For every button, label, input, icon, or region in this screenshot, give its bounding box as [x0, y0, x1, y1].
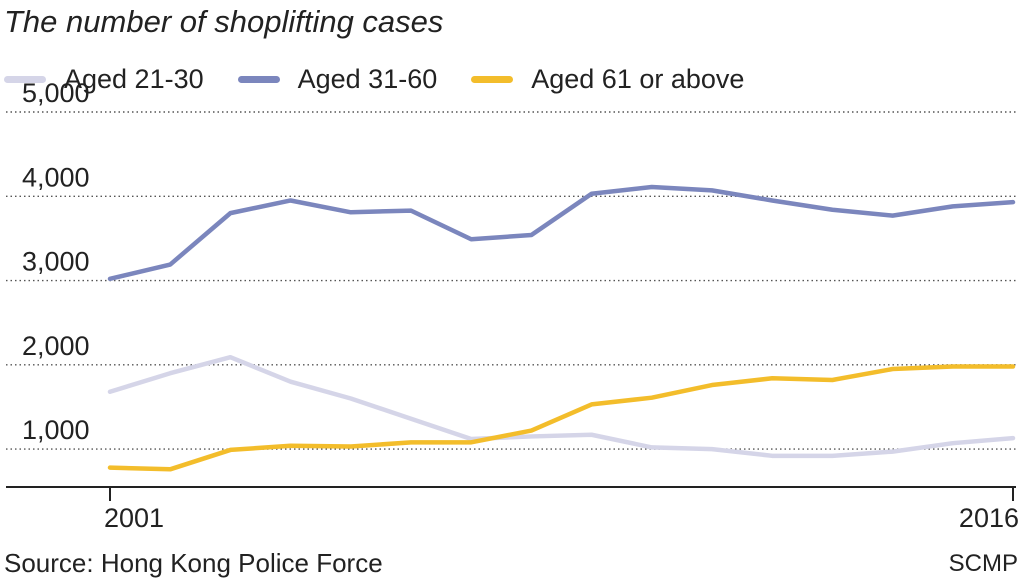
chart-title: The number of shoplifting cases — [4, 4, 444, 39]
legend-item-aged-21-30: Aged 21-30 — [4, 64, 204, 95]
series-line-aged-61-or-above — [107, 364, 1016, 472]
legend-label-aged-21-30: Aged 21-30 — [64, 64, 204, 94]
legend-swatch-aged-21-30 — [4, 76, 46, 83]
y-tick-label-3000: 3,000 — [22, 247, 90, 277]
legend-swatch-aged-31-60 — [237, 76, 280, 83]
credit-note: SCMP — [948, 550, 1018, 577]
source-note: Source: Hong Kong Police Force — [4, 548, 383, 578]
legend-swatch-aged-61-or-above — [471, 76, 514, 83]
legend-label-aged-31-60: Aged 31-60 — [297, 64, 438, 94]
y-tick-label-5000: 5,000 — [22, 78, 90, 108]
series-line-aged-31-60 — [107, 184, 1016, 282]
x-tick-label-2016: 2016 — [959, 503, 1019, 533]
legend-item-aged-61-or-above: Aged 61 or above — [471, 64, 744, 95]
legend-item-aged-31-60: Aged 31-60 — [237, 64, 438, 95]
series-line-aged-21-30 — [107, 354, 1016, 459]
x-tick-label-2001: 2001 — [104, 503, 164, 533]
y-tick-label-4000: 4,000 — [22, 162, 90, 192]
legend-label-aged-61-or-above: Aged 61 or above — [531, 64, 745, 94]
y-tick-label-1000: 1,000 — [22, 415, 90, 445]
y-tick-label-2000: 2,000 — [22, 331, 90, 361]
chart-legend: Aged 21-30 Aged 31-60 Aged 61 or above — [4, 64, 778, 95]
